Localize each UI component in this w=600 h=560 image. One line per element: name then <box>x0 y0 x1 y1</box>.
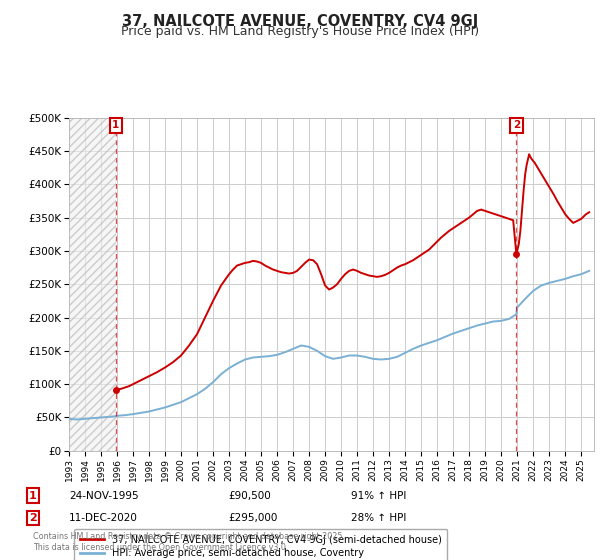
Text: £90,500: £90,500 <box>228 491 271 501</box>
Text: 2: 2 <box>29 513 37 523</box>
Text: 28% ↑ HPI: 28% ↑ HPI <box>351 513 406 523</box>
Text: Price paid vs. HM Land Registry's House Price Index (HPI): Price paid vs. HM Land Registry's House … <box>121 25 479 38</box>
Text: 1: 1 <box>29 491 37 501</box>
Text: 24-NOV-1995: 24-NOV-1995 <box>69 491 139 501</box>
Text: Contains HM Land Registry data © Crown copyright and database right 2025.
This d: Contains HM Land Registry data © Crown c… <box>33 532 345 552</box>
Legend: 37, NAILCOTE AVENUE, COVENTRY, CV4 9GJ (semi-detached house), HPI: Average price: 37, NAILCOTE AVENUE, COVENTRY, CV4 9GJ (… <box>74 529 448 560</box>
Text: 91% ↑ HPI: 91% ↑ HPI <box>351 491 406 501</box>
Text: 1: 1 <box>112 120 119 130</box>
Text: 37, NAILCOTE AVENUE, COVENTRY, CV4 9GJ: 37, NAILCOTE AVENUE, COVENTRY, CV4 9GJ <box>122 14 478 29</box>
Text: £295,000: £295,000 <box>228 513 277 523</box>
Text: 2: 2 <box>513 120 520 130</box>
Text: 11-DEC-2020: 11-DEC-2020 <box>69 513 138 523</box>
